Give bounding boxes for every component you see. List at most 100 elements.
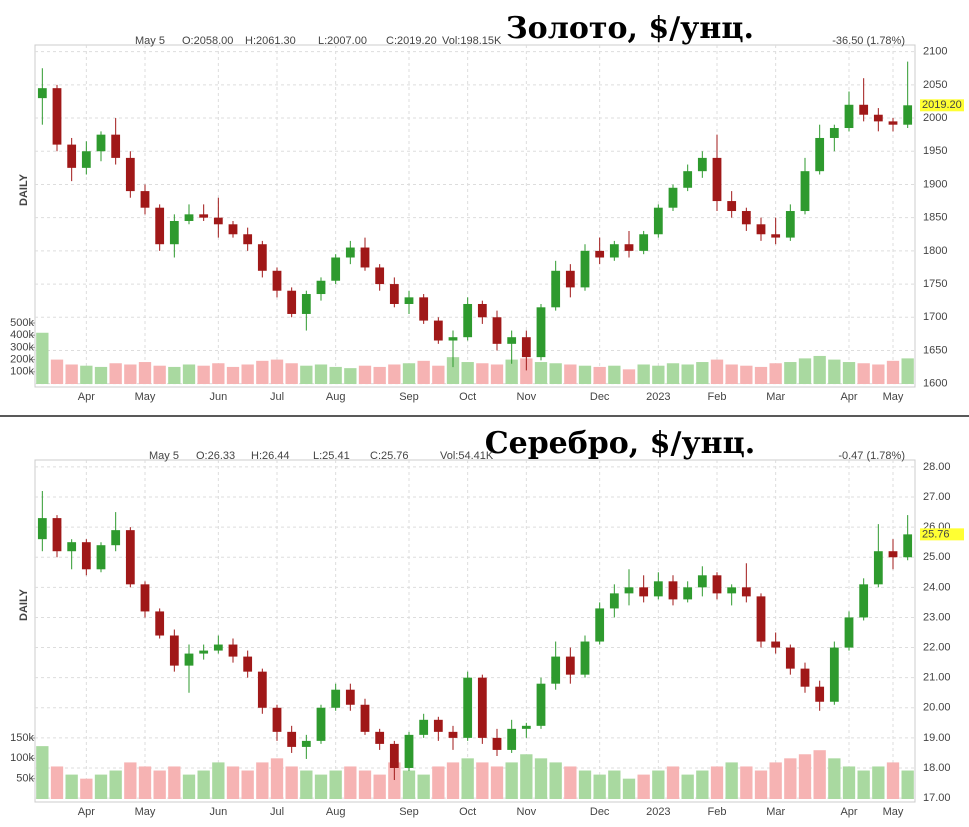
volume-bar bbox=[886, 762, 900, 799]
candle-body bbox=[521, 725, 531, 729]
candle-body bbox=[903, 534, 913, 558]
period-label: DAILY bbox=[18, 173, 30, 206]
y-tick-label: 2100 bbox=[923, 46, 947, 58]
volume-bar bbox=[476, 363, 489, 384]
volume-bar bbox=[813, 750, 826, 799]
x-tick-label: Feb bbox=[708, 806, 727, 818]
candle-body bbox=[697, 157, 707, 172]
y-tick-label: 27.00 bbox=[923, 491, 951, 503]
x-tick-label: Apr bbox=[840, 391, 857, 403]
candle-body bbox=[624, 587, 634, 594]
header-quote: C:25.76 bbox=[370, 450, 409, 462]
y-tick-label: 21.00 bbox=[923, 672, 951, 684]
volume-bar bbox=[564, 766, 577, 799]
volume-bar bbox=[461, 362, 474, 384]
candle-body bbox=[859, 584, 869, 618]
volume-bar bbox=[446, 357, 460, 384]
volume-tick-label: 100k bbox=[10, 366, 34, 378]
header-quote: H:2061.30 bbox=[245, 35, 296, 47]
candle-body bbox=[859, 104, 869, 115]
candle-body bbox=[419, 297, 429, 321]
volume-bar bbox=[388, 364, 401, 384]
candle-body bbox=[595, 608, 605, 642]
x-tick-label: May bbox=[883, 806, 904, 818]
volume-bar bbox=[886, 360, 900, 384]
x-tick-label: Mar bbox=[766, 806, 785, 818]
candle-body bbox=[507, 337, 517, 344]
candle-body bbox=[668, 187, 678, 208]
candle-body bbox=[903, 105, 913, 125]
volume-bar bbox=[901, 358, 914, 384]
candle-body bbox=[96, 134, 106, 152]
volume-bar bbox=[50, 359, 64, 384]
volume-bar bbox=[314, 364, 328, 384]
volume-bar bbox=[300, 770, 313, 799]
candle-body bbox=[81, 542, 91, 570]
volume-bar bbox=[36, 332, 49, 384]
y-tick-label: 25.00 bbox=[923, 551, 951, 563]
candle-body bbox=[433, 719, 443, 732]
y-tick-label: 23.00 bbox=[923, 611, 951, 623]
volume-tick-label: 300k bbox=[10, 341, 34, 353]
candle-body bbox=[683, 171, 693, 188]
candle-body bbox=[580, 641, 590, 675]
candle-body bbox=[756, 596, 766, 642]
volume-bar bbox=[270, 758, 284, 799]
plot-frame bbox=[34, 459, 916, 803]
candle-body bbox=[301, 740, 311, 747]
candle-body bbox=[301, 294, 311, 314]
volume-bar bbox=[490, 766, 504, 799]
x-tick-label: Dec bbox=[590, 806, 610, 818]
candle-body bbox=[448, 731, 458, 738]
x-tick-label: Mar bbox=[766, 391, 785, 403]
candle-body bbox=[213, 644, 223, 651]
candle-body bbox=[756, 224, 766, 235]
candle-body bbox=[785, 211, 795, 238]
candle-body bbox=[140, 584, 150, 612]
candle-body bbox=[184, 653, 194, 666]
header-date: May 5 bbox=[135, 35, 165, 47]
candle-body bbox=[345, 247, 355, 258]
volume-bar bbox=[80, 778, 93, 799]
y-tick-label: 1750 bbox=[923, 278, 947, 290]
candle-body bbox=[331, 689, 341, 708]
candle-body bbox=[125, 157, 135, 192]
volume-bar bbox=[138, 362, 152, 384]
candle-body bbox=[228, 224, 238, 235]
candle-body bbox=[389, 284, 399, 304]
last-price-flag bbox=[920, 99, 964, 112]
volume-bar bbox=[769, 762, 782, 799]
candle-body bbox=[697, 575, 707, 588]
volume-bar bbox=[813, 355, 826, 384]
x-tick-label: Oct bbox=[459, 806, 476, 818]
candle-body bbox=[360, 704, 370, 732]
candle-body bbox=[360, 247, 370, 268]
candle-body bbox=[272, 707, 282, 732]
volume-bar bbox=[490, 364, 504, 384]
candle-body bbox=[844, 617, 854, 648]
candle-body bbox=[316, 280, 326, 295]
chart-title: Золото, $/унц. bbox=[506, 11, 754, 46]
candle-body bbox=[683, 587, 693, 600]
volume-bar bbox=[226, 366, 240, 384]
candle-body bbox=[507, 728, 517, 750]
volume-bar bbox=[241, 770, 254, 799]
volume-bar bbox=[681, 364, 694, 384]
candle-body bbox=[873, 551, 883, 585]
volume-bar bbox=[109, 770, 122, 799]
volume-bar bbox=[402, 770, 416, 799]
volume-bar bbox=[652, 365, 665, 384]
volume-bar bbox=[784, 362, 797, 384]
volume-bar bbox=[842, 766, 856, 799]
last-price-label: 2019.20 bbox=[922, 99, 962, 111]
volume-bar bbox=[754, 366, 768, 384]
volume-bar bbox=[182, 774, 196, 799]
volume-bar bbox=[740, 365, 753, 384]
x-tick-label: Oct bbox=[459, 391, 476, 403]
candle-body bbox=[287, 731, 297, 747]
candle-body bbox=[463, 677, 473, 738]
candle-body bbox=[316, 707, 326, 741]
candle-body bbox=[433, 320, 443, 341]
volume-bar bbox=[872, 766, 885, 799]
candle-body bbox=[609, 593, 619, 609]
